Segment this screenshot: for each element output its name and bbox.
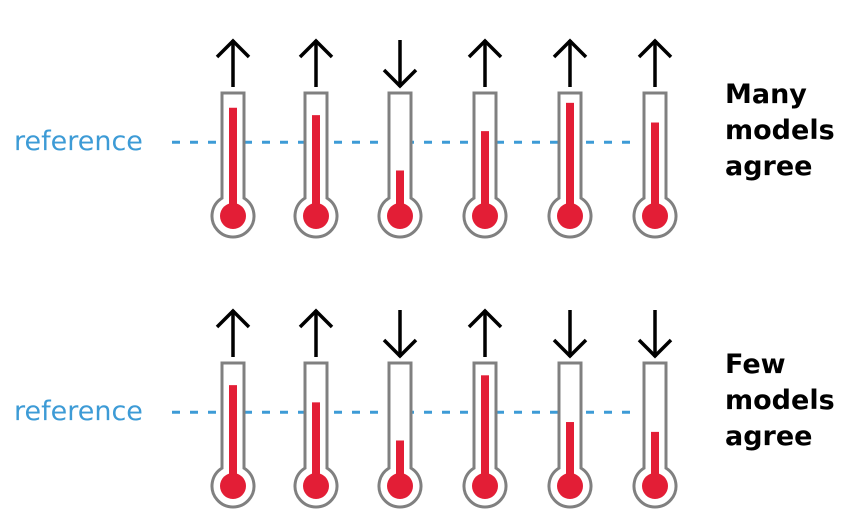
arrow-head bbox=[467, 308, 503, 329]
mercury-bulb bbox=[557, 473, 583, 499]
arrow-up-icon bbox=[467, 308, 503, 357]
mercury-bulb bbox=[472, 203, 498, 229]
mercury-bulb bbox=[387, 203, 413, 229]
mercury-column bbox=[566, 422, 574, 486]
arrow-up-icon bbox=[298, 38, 334, 87]
mercury-bulb bbox=[303, 473, 329, 499]
thermometer-outline bbox=[377, 91, 423, 239]
mercury-column bbox=[481, 131, 489, 216]
arrow-head bbox=[552, 338, 588, 359]
mercury-column bbox=[396, 170, 404, 216]
thermometer bbox=[547, 38, 593, 239]
thermometer bbox=[632, 310, 678, 509]
arrow-head bbox=[467, 38, 503, 59]
mercury-column bbox=[229, 385, 237, 486]
mercury-column bbox=[566, 102, 574, 216]
mercury-bulb bbox=[220, 473, 246, 499]
mercury-column bbox=[312, 402, 320, 486]
thermometer bbox=[462, 308, 508, 509]
thermometer bbox=[293, 308, 339, 509]
mercury-bulb bbox=[220, 203, 246, 229]
arrow-head bbox=[298, 38, 334, 59]
mercury-bulb bbox=[472, 473, 498, 499]
reference-label: reference bbox=[14, 126, 143, 157]
arrow-up-icon bbox=[637, 38, 673, 87]
thermometer bbox=[210, 38, 256, 239]
row-label-line: agree bbox=[725, 151, 813, 182]
arrow-down-icon bbox=[382, 310, 418, 359]
mercury-column bbox=[481, 375, 489, 486]
reference-label: reference bbox=[14, 396, 143, 427]
row-label-line: Many bbox=[725, 79, 807, 110]
thermometer bbox=[462, 38, 508, 239]
row-many-models-agree: reference Many models agree bbox=[14, 38, 835, 239]
arrow-head bbox=[637, 338, 673, 359]
mercury-column bbox=[651, 431, 659, 486]
arrow-down-icon bbox=[382, 40, 418, 89]
row-label-line: models bbox=[725, 115, 835, 146]
mercury-bulb bbox=[557, 203, 583, 229]
arrow-head bbox=[215, 38, 251, 59]
arrow-down-icon bbox=[552, 310, 588, 359]
mercury-bulb bbox=[642, 473, 668, 499]
thermometer bbox=[547, 310, 593, 509]
row-label-line: Few bbox=[725, 349, 786, 380]
mercury-bulb bbox=[303, 203, 329, 229]
arrow-up-icon bbox=[298, 308, 334, 357]
arrow-head bbox=[382, 68, 418, 89]
thermometer bbox=[377, 40, 423, 239]
arrow-up-icon bbox=[552, 38, 588, 87]
row-few-models-agree: reference Few models agree bbox=[14, 308, 835, 509]
mercury-column bbox=[651, 122, 659, 216]
row-label-line: agree bbox=[725, 421, 813, 452]
mercury-column bbox=[312, 115, 320, 216]
thermometer bbox=[377, 310, 423, 509]
arrow-head bbox=[382, 338, 418, 359]
arrow-head bbox=[552, 38, 588, 59]
mercury-bulb bbox=[642, 203, 668, 229]
arrow-head bbox=[637, 38, 673, 59]
thermometer bbox=[293, 38, 339, 239]
thermometer bbox=[632, 38, 678, 239]
mercury-bulb bbox=[387, 473, 413, 499]
arrow-up-icon bbox=[467, 38, 503, 87]
arrow-head bbox=[298, 308, 334, 329]
arrow-head bbox=[215, 308, 251, 329]
thermometer bbox=[210, 308, 256, 509]
thermometer-outline bbox=[377, 361, 423, 509]
mercury-column bbox=[396, 440, 404, 486]
arrow-up-icon bbox=[215, 38, 251, 87]
mercury-column bbox=[229, 107, 237, 216]
arrow-up-icon bbox=[215, 308, 251, 357]
row-label-line: models bbox=[725, 385, 835, 416]
arrow-down-icon bbox=[637, 310, 673, 359]
